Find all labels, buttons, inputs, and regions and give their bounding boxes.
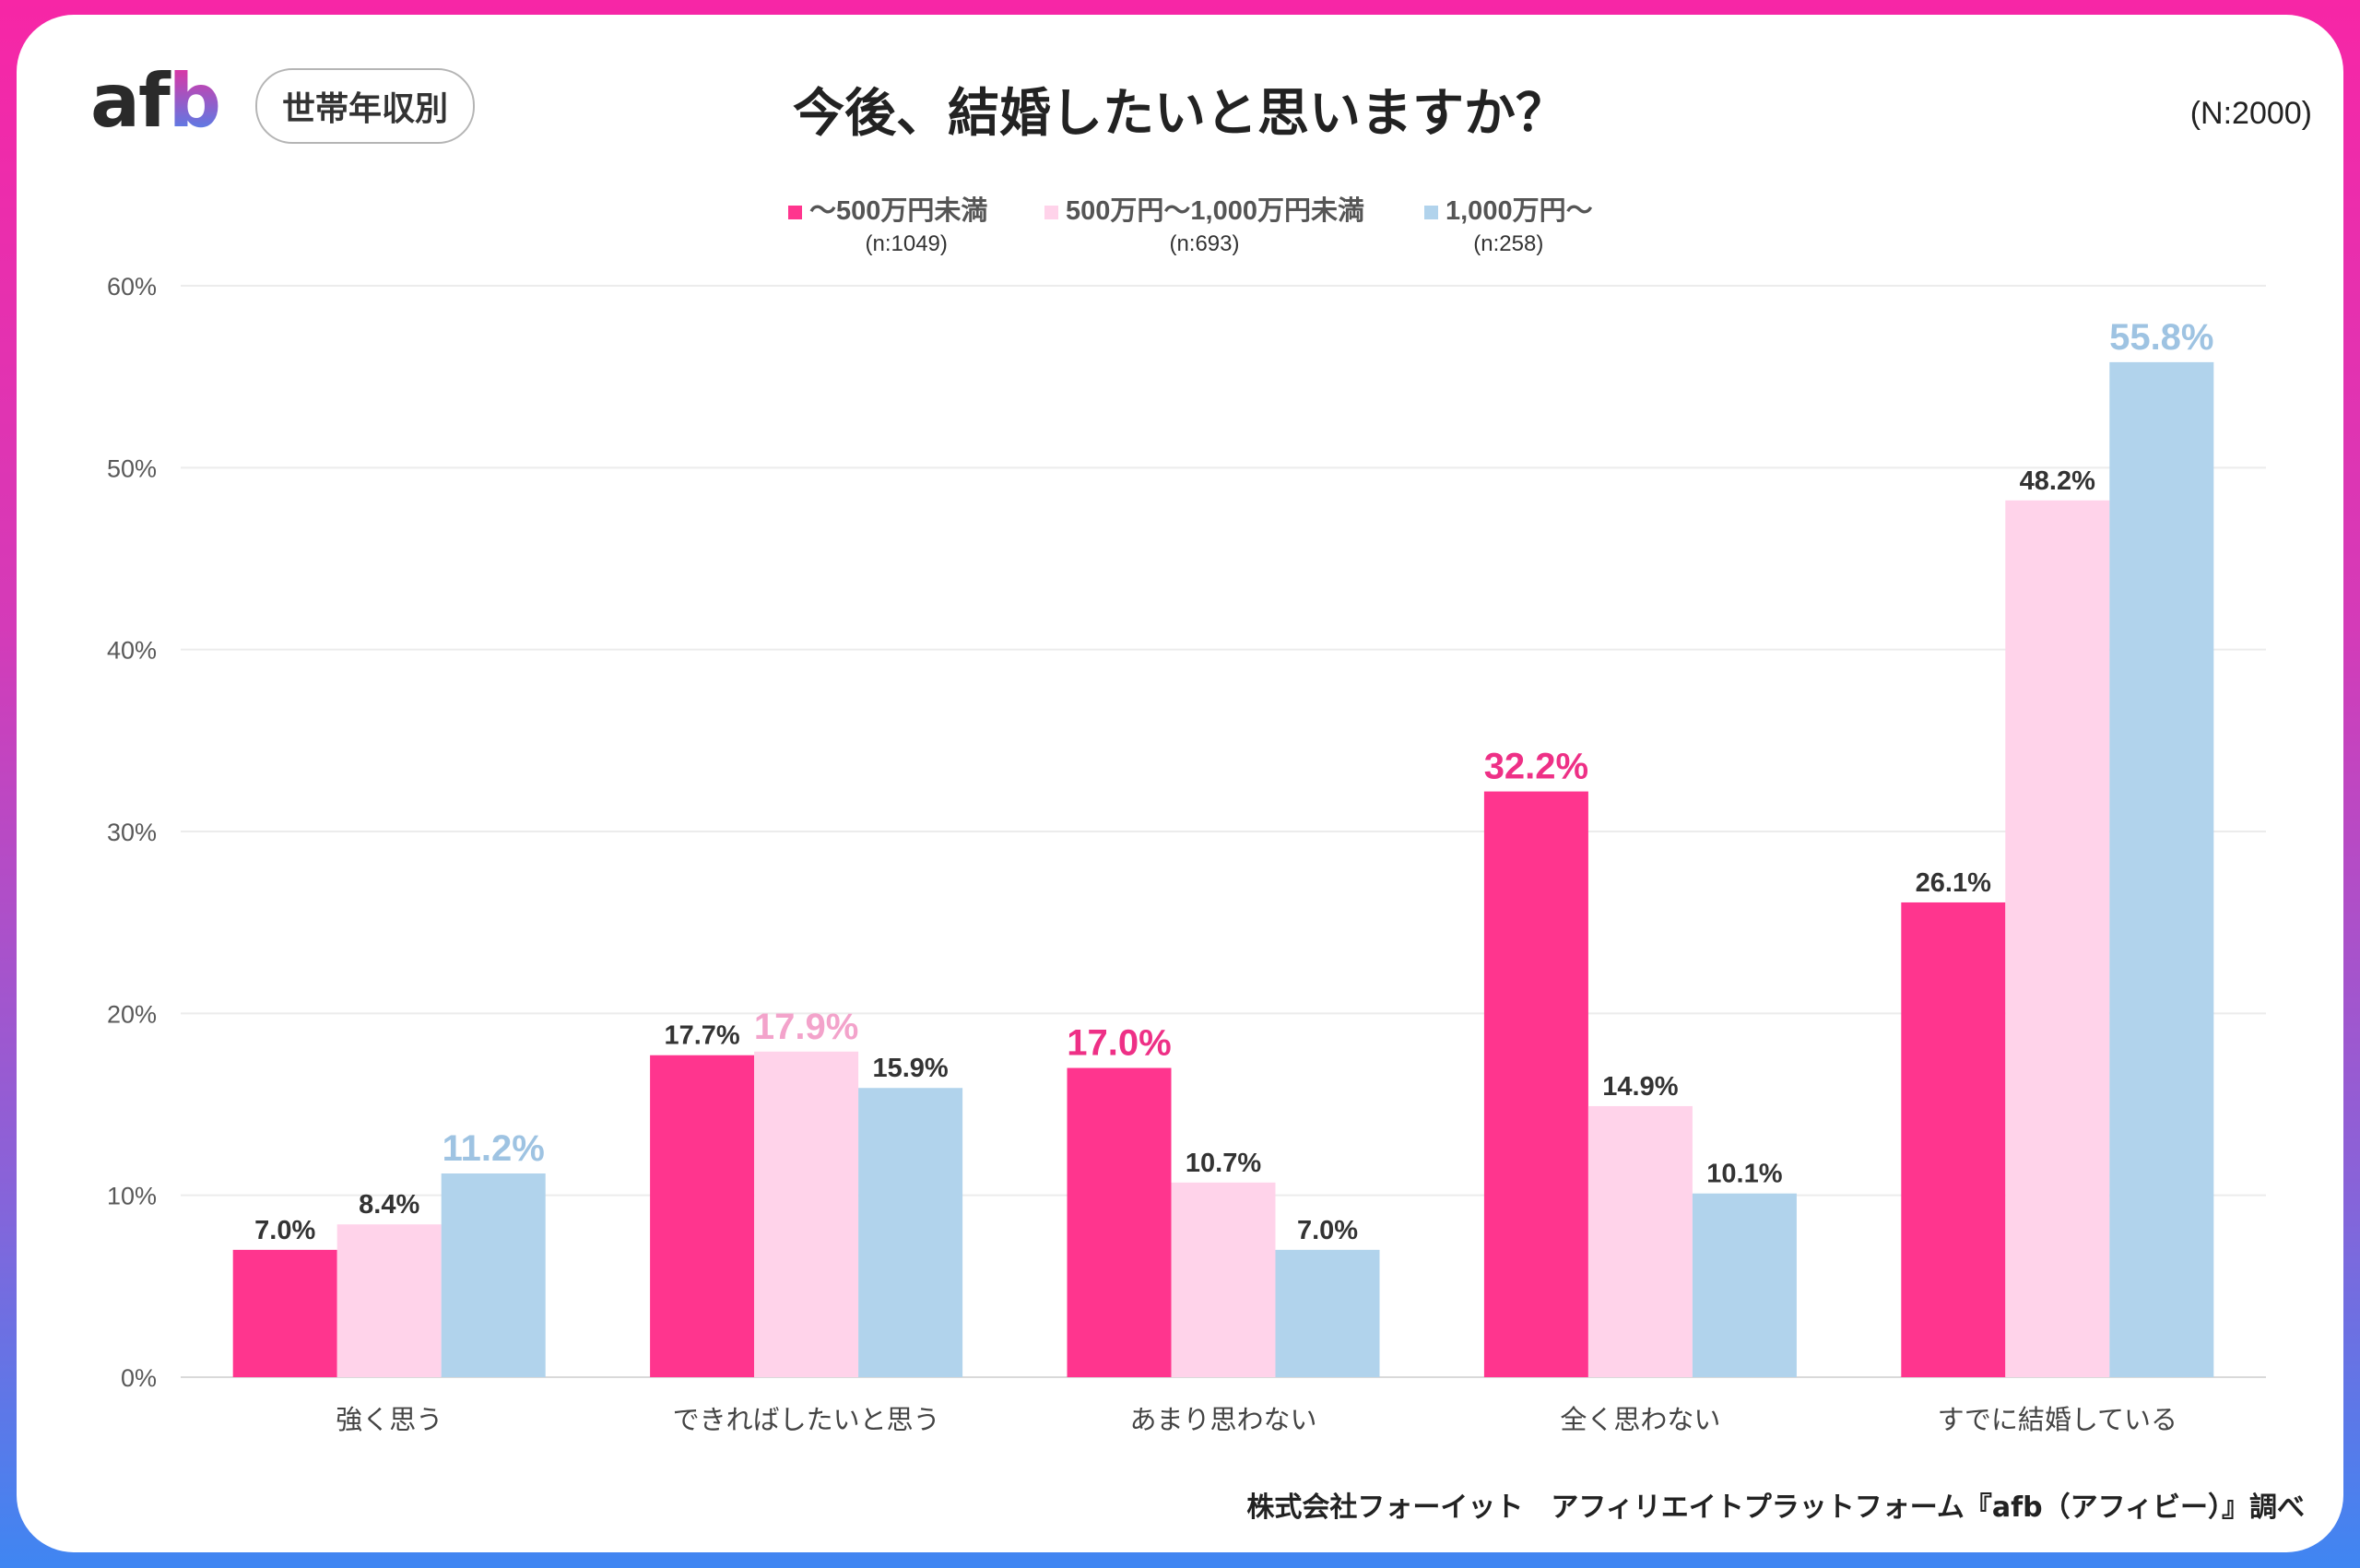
data-label: 7.0%: [1297, 1216, 1358, 1245]
legend-label: 500万円～1,000万円未満: [1066, 196, 1364, 226]
bar: [650, 1055, 755, 1377]
legend-swatch: [788, 205, 802, 219]
bar: [1275, 1249, 1380, 1377]
legend-label: 1,000万円～: [1446, 196, 1593, 226]
x-tick-label: 強く思う: [336, 1404, 442, 1435]
bar: [336, 1224, 442, 1377]
data-label: 26.1%: [1916, 868, 1991, 898]
bar: [1171, 1182, 1276, 1377]
legend-swatch: [1424, 205, 1438, 219]
legend-label: ～500万円未満: [809, 196, 988, 226]
legend-n: (n:258): [1473, 231, 1544, 256]
bar: [441, 1173, 546, 1377]
bar: [754, 1051, 859, 1377]
data-label: 55.8%: [2109, 317, 2213, 358]
legend: ～500万円未満 (n:1049) 500万円～1,000万円未満 (n:693…: [0, 189, 2360, 263]
sample-size: (N:2000): [2189, 96, 2312, 131]
data-label: 48.2%: [2020, 466, 2095, 496]
x-tick-label: 全く思わない: [1560, 1404, 1720, 1435]
legend-n: (n:693): [1169, 231, 1240, 256]
legend-swatch: [1044, 205, 1058, 219]
bar: [1901, 902, 2006, 1377]
y-tick-label: 0%: [121, 1364, 157, 1392]
segment-badge: 世帯年収別: [255, 68, 475, 144]
legend-item-under-500: ～500万円未満 (n:1049): [788, 189, 987, 257]
data-label: 14.9%: [1602, 1072, 1678, 1102]
data-label: 10.1%: [1706, 1160, 1782, 1189]
bar: [1587, 1105, 1693, 1377]
bar: [1067, 1067, 1172, 1377]
legend-n: (n:1049): [865, 231, 948, 256]
data-label: 17.7%: [664, 1021, 739, 1051]
y-tick-label: 60%: [107, 273, 157, 301]
y-tick-label: 50%: [107, 454, 157, 482]
bar: [1692, 1193, 1797, 1377]
bar: [858, 1088, 963, 1377]
y-tick-label: 20%: [107, 1000, 157, 1028]
y-tick-label: 40%: [107, 637, 157, 665]
x-tick-label: あまり思わない: [1129, 1404, 1316, 1435]
data-label: 17.9%: [754, 1007, 858, 1047]
afb-logo: afb: [90, 58, 221, 144]
bar: [1483, 791, 1588, 1377]
legend-item-500-1000: 500万円～1,000万円未満 (n:693): [1044, 189, 1364, 257]
data-label: 32.2%: [1484, 747, 1588, 787]
y-tick-label: 10%: [107, 1183, 157, 1210]
bar: [2005, 500, 2110, 1377]
y-tick-label: 30%: [107, 819, 157, 846]
data-label: 7.0%: [254, 1216, 315, 1245]
chart-title: 今後、結婚したいと思いますか？: [793, 84, 1567, 144]
data-label: 11.2%: [442, 1128, 545, 1169]
data-label: 17.0%: [1067, 1023, 1171, 1064]
bar: [2109, 361, 2214, 1377]
data-label: 10.7%: [1186, 1149, 1261, 1178]
source-note: 株式会社フォーイット アフィリエイトプラットフォーム『afb（アフィビー）』調べ: [1246, 1491, 2305, 1524]
data-label: 15.9%: [872, 1054, 948, 1083]
x-tick-label: すでに結婚している: [1938, 1404, 2177, 1435]
legend-item-over-1000: 1,000万円～ (n:258): [1424, 189, 1593, 257]
x-tick-label: できればしたいと思う: [673, 1404, 940, 1435]
data-label: 8.4%: [359, 1190, 419, 1220]
bar: [232, 1249, 337, 1377]
